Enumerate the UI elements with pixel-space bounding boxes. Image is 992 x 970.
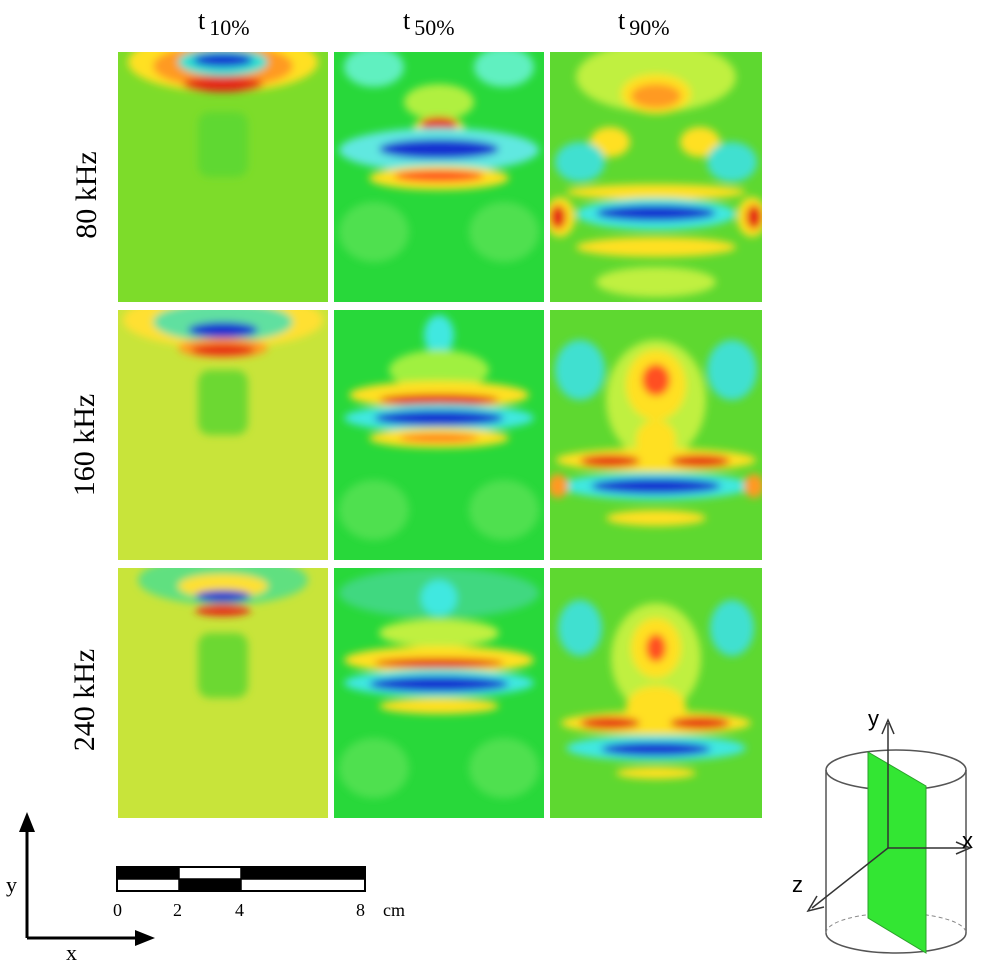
panel-80khz-t90 — [550, 52, 762, 302]
row-label-240khz: 240 kHz — [68, 648, 101, 752]
panel-160khz-t10 — [118, 310, 328, 560]
col-header-t-letter: t — [403, 6, 411, 35]
panel-240khz-t10 — [118, 568, 328, 818]
row-label-80khz: 80 kHz — [70, 151, 103, 239]
panel-80khz-t50 — [334, 52, 544, 302]
scale-tick-4: 4 — [235, 900, 244, 920]
scale-bar — [116, 866, 366, 892]
col-header-subscript: 90% — [629, 15, 670, 40]
panel-160khz-t50 — [334, 310, 544, 560]
col-header-subscript: 10% — [209, 15, 250, 40]
scale-tick-8: 8 — [356, 900, 365, 920]
scale-unit: cm — [383, 900, 405, 920]
axis-3d-x-label: x — [962, 828, 973, 853]
col-header-t50: t 50% — [403, 6, 455, 40]
scale-tick-0: 0 — [113, 900, 122, 920]
row-label-160khz: 160 kHz — [68, 393, 101, 497]
scale-tick-2: 2 — [173, 900, 182, 920]
panel-240khz-t50 — [334, 568, 544, 818]
axis-2d-x-label: x — [66, 940, 77, 965]
panel-80khz-t10 — [118, 52, 328, 302]
col-header-t90: t 90% — [618, 6, 670, 40]
cylinder-3d-diagram — [806, 718, 972, 954]
axis-3d-y-label: y — [868, 706, 879, 731]
col-header-t-letter: t — [198, 6, 206, 35]
panel-160khz-t90 — [550, 310, 762, 560]
col-header-t-letter: t — [618, 6, 626, 35]
axes-2d-arrows — [19, 812, 155, 946]
col-header-subscript: 50% — [414, 15, 455, 40]
axis-3d-z-label: z — [792, 872, 803, 897]
axis-2d-y-label: y — [6, 872, 17, 897]
col-header-t10: t 10% — [198, 6, 250, 40]
panel-240khz-t90 — [550, 568, 762, 818]
